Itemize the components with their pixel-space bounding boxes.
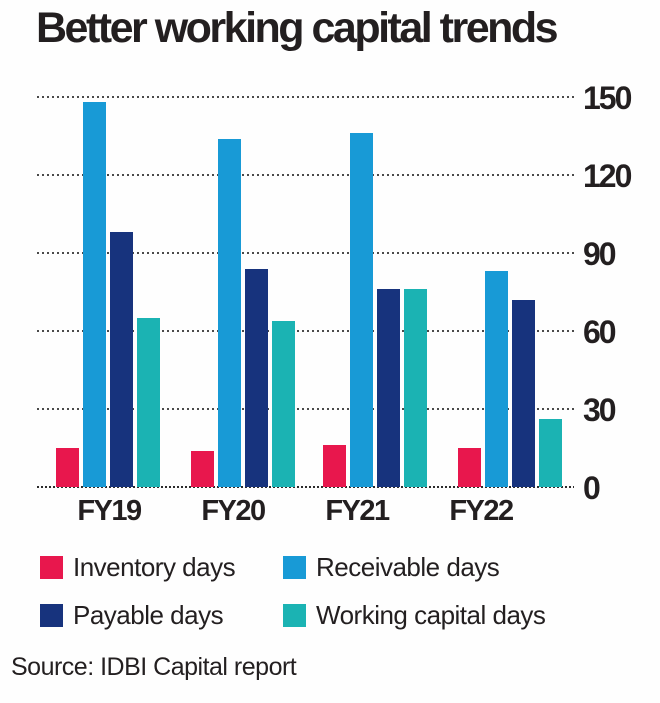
y-axis-label-150: 150 [583,80,632,116]
x-axis-label-fy21: FY21 [325,495,390,527]
legend-item-payable-days: Payable days [40,600,224,630]
legend-swatch-working-capital-days [283,603,306,627]
y-axis-label-90: 90 [583,236,617,272]
gridline-90 [37,252,574,254]
gridline-120 [37,174,574,176]
y-axis-label-120: 120 [583,158,632,194]
bar-payable-days-fy22 [512,299,535,487]
bar-working-capital-days-fy19 [137,318,160,487]
legend-swatch-inventory-days [40,555,63,579]
legend-item-receivable-days: Receivable days [283,552,500,582]
legend-item-working-capital-days: Working capital days [283,600,546,630]
x-axis-label-fy19: FY19 [77,495,142,527]
bar-receivable-days-fy21 [350,133,373,487]
legend-label-working-capital-days: Working capital days [316,600,546,630]
legend-label-receivable-days: Receivable days [316,552,500,582]
legend-swatch-payable-days [40,603,63,627]
y-axis-label-60: 60 [583,314,617,350]
bar-inventory-days-fy21 [323,445,346,487]
x-axis: FY19 FY20 FY21 FY22 [40,497,572,531]
bar-working-capital-days-fy20 [272,320,295,487]
plot-area [37,96,574,488]
chart-title: Better working capital trends [36,4,559,52]
source-note: Source: IDBI Capital report [11,653,297,681]
bar-group-fy22 [458,271,562,487]
bar-payable-days-fy19 [110,232,133,487]
bar-group-fy19 [56,102,160,487]
gridline-30 [37,408,574,410]
bar-group-fy21 [323,133,427,487]
bar-group-fy20 [191,138,295,487]
bar-payable-days-fy21 [377,289,400,487]
legend-label-payable-days: Payable days [73,600,224,630]
y-axis-label-0: 0 [583,470,601,506]
bar-working-capital-days-fy22 [539,419,562,487]
bar-inventory-days-fy19 [56,448,79,487]
bar-inventory-days-fy22 [458,448,481,487]
bar-working-capital-days-fy21 [404,289,427,487]
bar-payable-days-fy20 [245,268,268,487]
y-axis: 0 30 60 90 120 150 [583,82,658,504]
x-axis-baseline [37,486,574,488]
bar-inventory-days-fy20 [191,450,214,487]
bar-receivable-days-fy22 [485,271,508,487]
gridline-60 [37,330,574,332]
bar-receivable-days-fy20 [218,138,241,487]
bar-receivable-days-fy19 [83,102,106,487]
legend-label-inventory-days: Inventory days [73,552,236,582]
x-axis-label-fy20: FY20 [201,495,266,527]
legend-item-inventory-days: Inventory days [40,552,236,582]
x-axis-label-fy22: FY22 [449,495,514,527]
gridline-150 [37,96,574,98]
y-axis-label-30: 30 [583,392,617,428]
legend-swatch-receivable-days [283,555,306,579]
